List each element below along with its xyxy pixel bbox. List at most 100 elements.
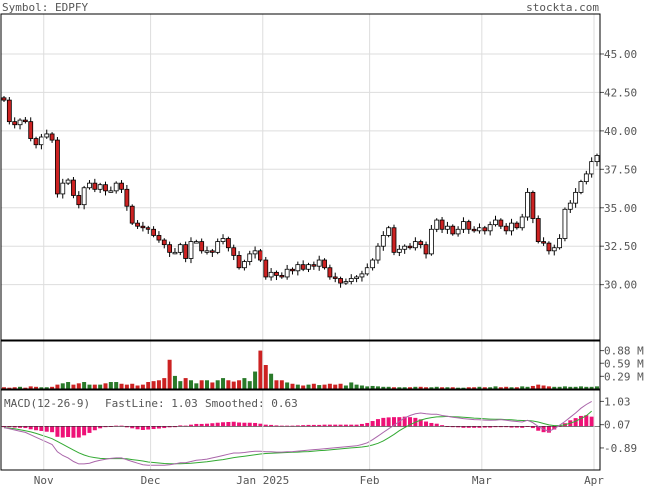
candle xyxy=(225,238,231,249)
panel-frame xyxy=(0,340,601,390)
candle xyxy=(493,219,498,226)
macd-title: MACD(12-26-9) xyxy=(4,397,90,410)
volume-bar xyxy=(221,378,226,389)
x-tick-label: Apr xyxy=(584,474,604,486)
x-tick-label: Jan 2025 xyxy=(236,474,289,486)
candle xyxy=(151,228,156,236)
volume-bar xyxy=(18,386,23,389)
macd-histogram-bar xyxy=(349,424,354,427)
macd-histogram-bar xyxy=(504,426,509,428)
macd-histogram-bar xyxy=(514,426,519,428)
volume-bar xyxy=(488,387,493,389)
volume-bar xyxy=(205,380,210,389)
volume-bar xyxy=(434,386,439,389)
macd-histogram-bar xyxy=(391,417,396,427)
candle xyxy=(386,227,392,236)
volume-bar xyxy=(2,387,6,389)
candle xyxy=(482,227,488,232)
candle xyxy=(418,241,424,246)
macd-histogram-bar xyxy=(301,425,306,427)
macd-tick-label: 1.03 xyxy=(604,395,631,408)
volume-bar xyxy=(365,386,370,389)
candle xyxy=(108,190,114,193)
candle xyxy=(589,161,595,175)
macd-histogram-bar xyxy=(124,426,129,428)
volume-bar xyxy=(509,387,514,389)
volume-bar xyxy=(584,386,589,389)
candle xyxy=(81,187,87,206)
volume-bar xyxy=(546,386,551,389)
candle xyxy=(466,221,472,230)
macd-histogram-bar xyxy=(589,416,594,427)
candle xyxy=(236,255,242,269)
volume-bar xyxy=(498,387,503,389)
candle xyxy=(439,219,445,230)
macd-histogram-bar xyxy=(578,415,583,427)
candle xyxy=(119,182,124,190)
volume-bar xyxy=(429,387,434,389)
macd-histogram-bar xyxy=(461,426,466,428)
macd-histogram-bar xyxy=(375,419,380,427)
macd-histogram-bar xyxy=(477,426,482,428)
volume-bar xyxy=(285,382,290,389)
macd-histogram-bar xyxy=(429,422,434,427)
volume-bar xyxy=(135,385,140,389)
volume-bar xyxy=(568,386,573,389)
candle xyxy=(65,179,71,184)
volume-bar xyxy=(50,386,55,389)
volume-bar xyxy=(322,384,327,389)
macd-histogram-bar xyxy=(466,426,471,428)
candle xyxy=(60,182,66,195)
candle xyxy=(231,247,237,256)
candle xyxy=(396,248,402,253)
candle xyxy=(28,121,34,139)
x-tick-label: Dec xyxy=(141,474,161,486)
volume-bar xyxy=(183,378,188,389)
price-tick-label: 45.00 xyxy=(604,48,637,61)
volume-bar xyxy=(226,380,231,389)
macd-histogram-bar xyxy=(87,426,92,433)
volume-bar xyxy=(92,384,97,389)
volume-bar xyxy=(578,386,583,389)
candle xyxy=(6,99,12,123)
volume-bar xyxy=(573,386,578,389)
macd-histogram-bar xyxy=(140,426,145,430)
volume-bar xyxy=(386,386,391,389)
volume-bar xyxy=(28,386,33,389)
macd-histogram-bar xyxy=(295,425,300,427)
volume-bar xyxy=(71,384,76,389)
candle xyxy=(204,250,210,253)
volume-bar xyxy=(23,387,28,389)
candle xyxy=(188,241,194,259)
volume-bar xyxy=(424,387,429,389)
volume-bar xyxy=(530,385,535,389)
panel-frame xyxy=(0,13,601,341)
candle xyxy=(338,278,343,284)
macd-histogram-bar xyxy=(418,419,423,427)
macd-smooth-line xyxy=(3,410,593,465)
candle xyxy=(364,267,370,275)
macd-histogram-bar xyxy=(151,426,156,430)
volume-bar xyxy=(343,385,348,389)
volume-bar xyxy=(44,387,49,389)
volume-bar xyxy=(552,386,557,389)
volume-bar xyxy=(215,380,220,389)
candle xyxy=(215,241,221,253)
candle xyxy=(471,228,477,232)
candle xyxy=(557,238,563,249)
volume-bar xyxy=(39,387,44,389)
macd-histogram-bar xyxy=(317,424,322,427)
volume-bar xyxy=(456,387,461,389)
macd-histogram-bar xyxy=(573,418,578,427)
macd-histogram-bar xyxy=(482,426,487,428)
volume-bar xyxy=(338,383,343,389)
macd-histogram-bar xyxy=(306,424,311,427)
macd-histogram-bar xyxy=(12,426,17,428)
macd-histogram-bar xyxy=(488,426,493,428)
macd-histogram-bar xyxy=(237,422,242,427)
volume-bar xyxy=(130,383,135,389)
volume-bar xyxy=(279,380,284,389)
macd-histogram-bar xyxy=(269,424,274,427)
volume-bar xyxy=(525,386,530,389)
volume-bar xyxy=(263,365,268,389)
